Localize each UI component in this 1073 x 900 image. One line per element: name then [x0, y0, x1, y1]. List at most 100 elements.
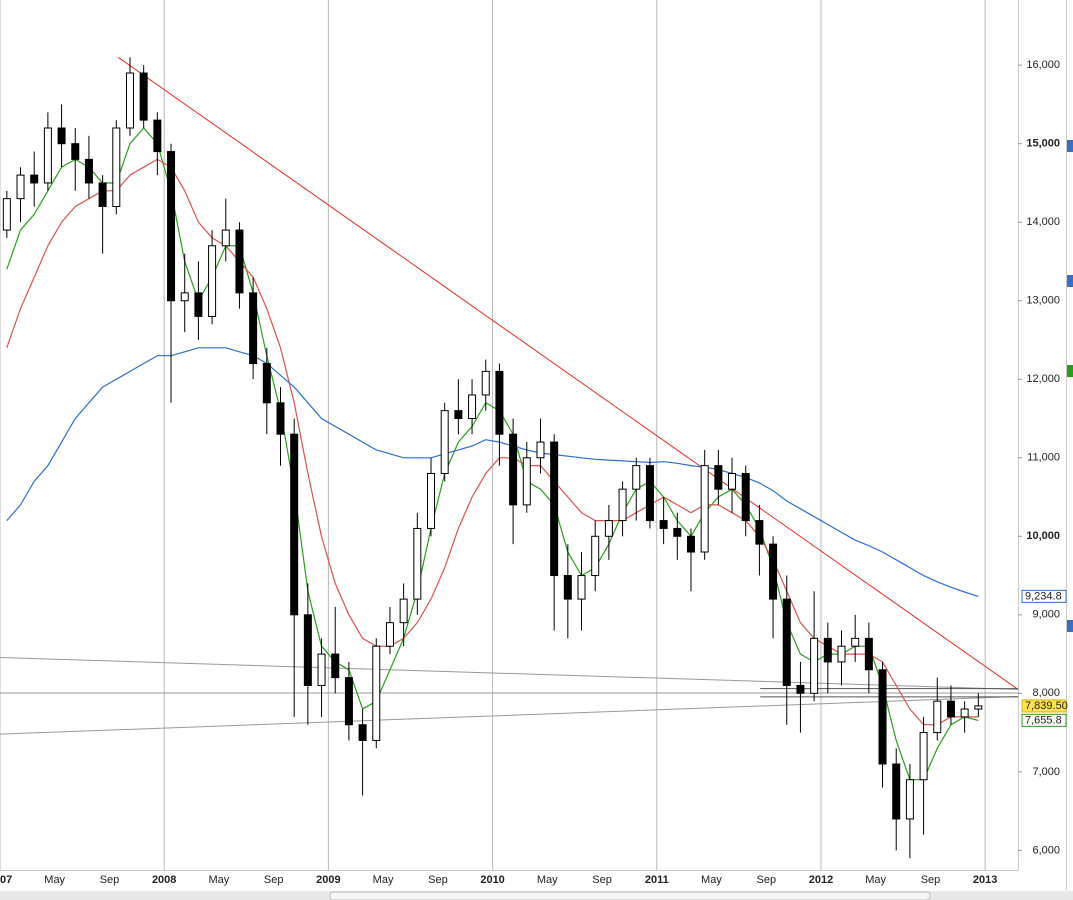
candle-body	[167, 151, 176, 302]
moving-average	[6, 347, 979, 597]
y-tick-label: 6,000	[1032, 844, 1060, 856]
candle-body	[71, 143, 80, 160]
candle-body	[960, 708, 969, 718]
candle-body	[563, 575, 572, 600]
candle-body	[755, 520, 764, 545]
candle-body	[728, 472, 737, 490]
candle-body	[591, 535, 600, 577]
y-tick-label: 7,000	[1032, 766, 1060, 778]
x-tick-label: 2010	[480, 874, 504, 886]
x-tick-label: May	[537, 874, 558, 886]
trend-line	[117, 56, 1019, 690]
y-tick-label: 14,000	[1026, 216, 1060, 228]
candle-body	[125, 72, 134, 129]
last-value-box	[1021, 699, 1067, 713]
trend-line	[0, 695, 1019, 735]
candle-body	[645, 465, 654, 522]
candle-body	[919, 732, 928, 781]
candle-body	[30, 174, 39, 184]
candle-body	[632, 465, 641, 490]
candle-body	[481, 370, 490, 396]
candle-body	[16, 174, 25, 200]
y-tick-label: 10,000	[1026, 530, 1060, 542]
candle-body	[933, 700, 942, 734]
candle-body	[782, 598, 791, 686]
candle-body	[84, 158, 93, 184]
candle-body	[2, 198, 11, 231]
scrollbar-thumb[interactable]	[329, 891, 931, 900]
side-fragment	[1067, 275, 1073, 287]
candle-body	[385, 622, 394, 647]
x-tick-label: May	[865, 874, 886, 886]
y-tick-label: 12,000	[1026, 373, 1060, 385]
candle-body	[235, 229, 244, 294]
candle-body	[700, 465, 709, 553]
candle-body	[769, 543, 778, 600]
candle-body	[331, 653, 340, 679]
candle-body	[550, 441, 559, 577]
last-value-box	[1021, 589, 1067, 603]
candle-body	[98, 182, 107, 208]
candle-body	[303, 614, 312, 686]
candle-body	[194, 292, 203, 317]
candle-body	[878, 669, 887, 765]
candle-body	[413, 527, 422, 600]
last-value-label: 7,839.50	[1025, 700, 1068, 712]
x-tick-label: Sep	[428, 874, 448, 886]
candle-body	[851, 637, 860, 647]
y-tick-label: 9,000	[1032, 609, 1060, 621]
candle-body	[495, 370, 504, 435]
x-tick-label: Sep	[757, 874, 777, 886]
candle-body	[153, 119, 162, 153]
candle-body	[454, 410, 463, 420]
x-tick-label: May	[208, 874, 229, 886]
x-tick-label: Sep	[100, 874, 120, 886]
x-tick-label: 2012	[809, 874, 833, 886]
candle-body	[249, 292, 258, 365]
y-tick-label: 13,000	[1026, 295, 1060, 307]
y-tick-label: 16,000	[1026, 59, 1060, 71]
y-tick-label: 11,000	[1027, 452, 1060, 464]
candle-body	[112, 127, 121, 208]
candle-body	[344, 677, 353, 726]
candle-body	[536, 441, 545, 459]
candle-body	[618, 488, 627, 522]
plot-area: 2007 May Sep 2008 May Sep 2009 May Sep 2010 May Sep…	[0, 0, 1068, 886]
candle-body	[714, 465, 723, 490]
x-tick-label: Sep	[592, 874, 612, 886]
candle-body	[262, 363, 271, 404]
x-tick-label: May	[701, 874, 722, 886]
last-value-label: 9,234.8	[1025, 590, 1062, 602]
candle-body	[673, 527, 682, 537]
x-tick-label: Sep	[921, 874, 941, 886]
x-tick-label: 2013	[973, 874, 997, 886]
x-tick-label: 2011	[645, 874, 669, 886]
candle-body	[796, 684, 805, 694]
candle-body	[427, 472, 436, 529]
candle-body	[399, 598, 408, 624]
candle-body	[372, 645, 381, 741]
side-fragment	[1067, 140, 1073, 152]
candle-body	[317, 653, 326, 686]
candle-body	[468, 394, 477, 420]
candle-body	[221, 229, 230, 247]
candle-body	[946, 700, 955, 718]
candle-body	[686, 535, 695, 553]
x-tick-label: May	[44, 874, 65, 886]
y-tick-label: 15,000	[1026, 138, 1060, 150]
x-tick-label: Sep	[264, 874, 284, 886]
candle-body	[509, 433, 518, 506]
x-tick-label: 2009	[316, 874, 340, 886]
candle-body	[892, 763, 901, 820]
candle-body	[659, 520, 668, 529]
candle-body	[905, 779, 914, 820]
candle-body	[810, 637, 819, 694]
candle-body	[57, 127, 66, 145]
candle-body	[974, 705, 983, 710]
x-tick-label: 2007	[0, 874, 12, 886]
candle-body	[208, 245, 217, 317]
candle-body	[604, 520, 613, 537]
last-value-box	[1021, 713, 1067, 727]
